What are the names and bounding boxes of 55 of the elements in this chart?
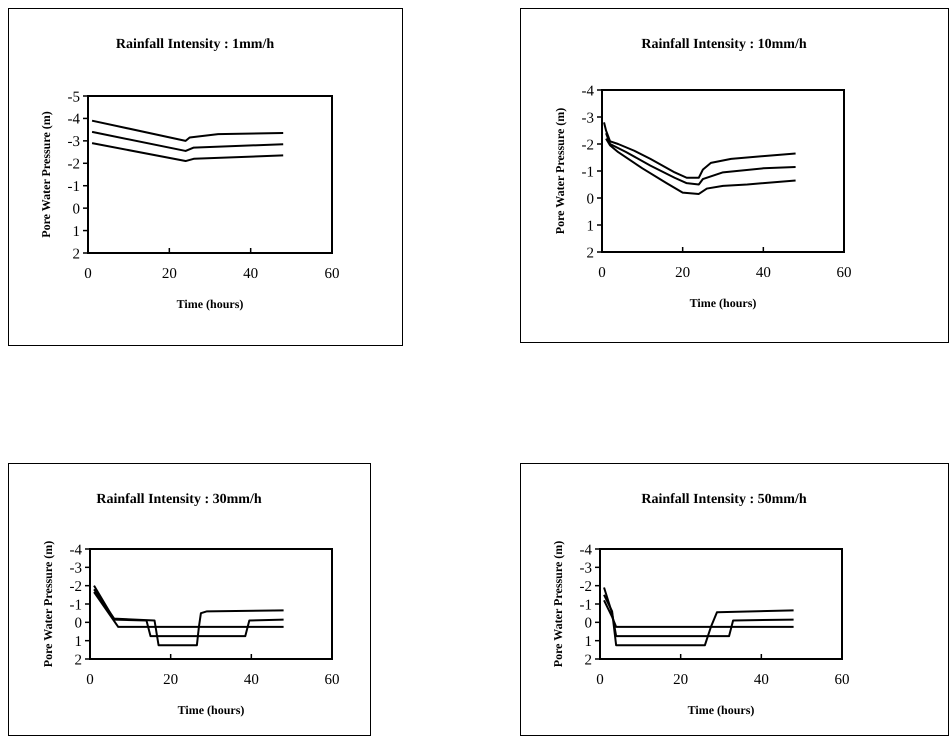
y-axis-title: Pore Water Pressure (m) — [39, 111, 53, 238]
y-tick-label: -3 — [70, 560, 82, 577]
x-tick-label: 20 — [675, 265, 690, 281]
x-axis-title: Time (hours) — [176, 297, 244, 311]
y-tick-label: -2 — [68, 156, 80, 173]
x-tick-label: 20 — [673, 672, 688, 688]
y-tick-label: 0 — [584, 616, 592, 632]
y-tick-label: -1 — [68, 178, 80, 195]
y-tick-label: -3 — [582, 110, 594, 126]
x-tick-label: 40 — [243, 266, 258, 282]
y-tick-label: -2 — [582, 137, 594, 154]
y-axis-title: Pore Water Pressure (m) — [553, 108, 567, 234]
y-tick-label: -5 — [68, 89, 80, 106]
y-tick-label: 0 — [74, 616, 82, 632]
y-tick-label: 1 — [584, 634, 592, 650]
x-axis-title: Time (hours) — [178, 703, 244, 717]
y-tick-label: 1 — [72, 224, 80, 240]
x-tick-label: 40 — [754, 672, 769, 688]
y-tick-label: 2 — [72, 246, 80, 262]
y-tick-label: 2 — [74, 652, 82, 668]
x-tick-label: 60 — [324, 266, 340, 282]
y-tick-label: -3 — [68, 134, 80, 150]
x-tick-label: 40 — [244, 672, 259, 688]
chart-title: Rainfall Intensity : 1mm/h — [116, 37, 274, 52]
x-tick-label: 40 — [756, 265, 771, 281]
x-tick-label: 20 — [162, 266, 177, 282]
y-tick-label: 2 — [584, 652, 592, 668]
chart-title: Rainfall Intensity : 10mm/h — [641, 37, 807, 52]
y-tick-label: -4 — [70, 542, 82, 558]
y-axis-title: Pore Water Pressure (m) — [41, 540, 55, 668]
y-tick-label: 0 — [72, 201, 80, 218]
chart-title: Rainfall Intensity : 50mm/h — [641, 492, 807, 507]
y-tick-label: 0 — [586, 191, 594, 208]
chart-title: Rainfall Intensity : 30mm/h — [96, 492, 262, 507]
y-tick-label: 1 — [74, 634, 82, 650]
y-tick-label: -4 — [580, 542, 592, 558]
y-tick-label: -4 — [68, 112, 80, 128]
x-axis-title: Time (hours) — [688, 703, 754, 717]
x-tick-label: 0 — [598, 265, 606, 281]
x-tick-label: 20 — [163, 672, 178, 688]
y-tick-label: -4 — [582, 83, 594, 100]
x-tick-label: 60 — [834, 672, 850, 688]
x-tick-label: 60 — [836, 265, 852, 281]
y-tick-label: -3 — [580, 560, 592, 577]
x-tick-label: 0 — [86, 672, 94, 688]
y-tick-label: -1 — [582, 164, 594, 180]
y-tick-label: -2 — [70, 578, 82, 595]
y-tick-label: -2 — [580, 578, 592, 595]
y-tick-label: 1 — [586, 218, 594, 234]
y-tick-label: 2 — [586, 245, 594, 262]
y-axis-title: Pore Water Pressure (m) — [551, 540, 565, 668]
y-tick-label: -1 — [70, 597, 82, 614]
x-tick-label: 60 — [324, 672, 340, 688]
x-axis-title: Time (hours) — [690, 296, 756, 310]
y-tick-label: -1 — [580, 597, 592, 614]
